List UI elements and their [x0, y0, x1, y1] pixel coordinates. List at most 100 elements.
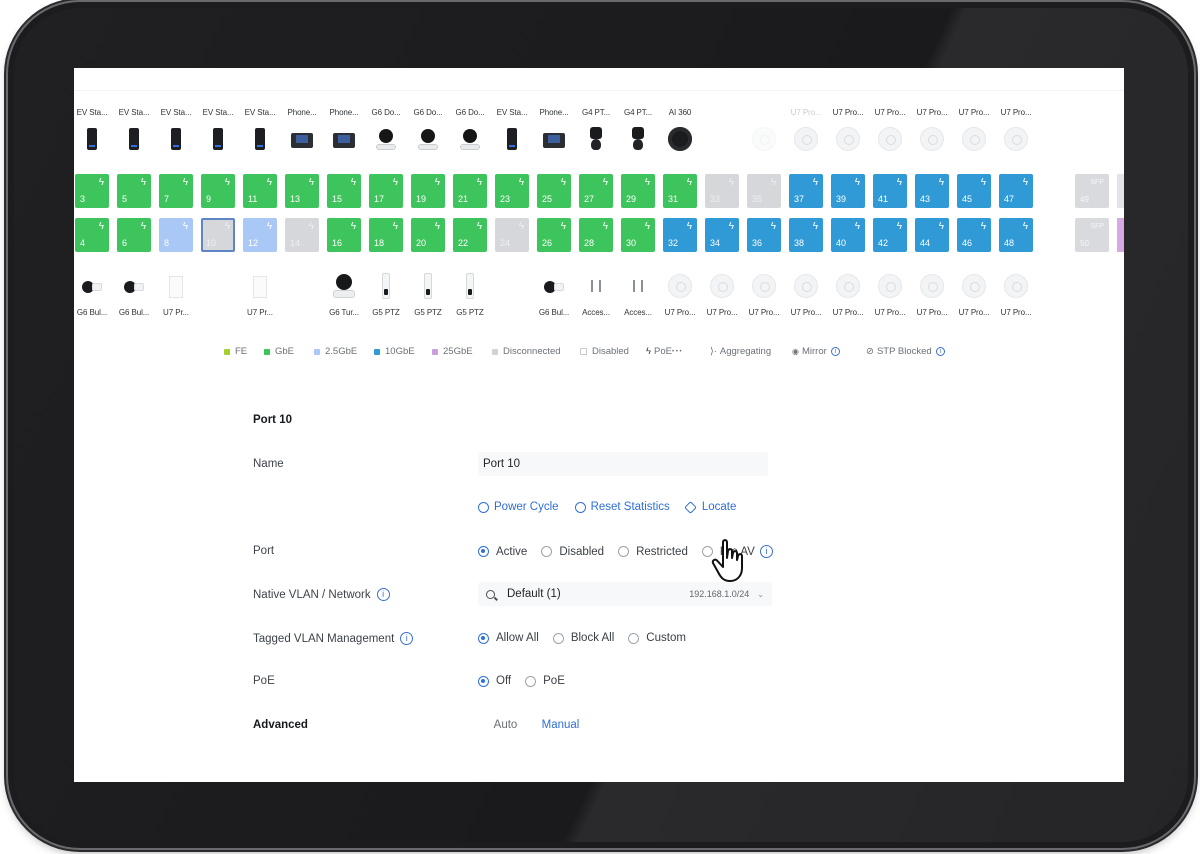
ev-station-icon[interactable] [87, 128, 97, 150]
port-30[interactable]: ϟ 30 [621, 218, 655, 252]
ptz-stick-icon[interactable] [382, 273, 390, 299]
port-21[interactable]: ϟ 21 [453, 174, 487, 208]
port-22[interactable]: ϟ 22 [453, 218, 487, 252]
port-43[interactable]: ϟ 43 [915, 174, 949, 208]
access-point-icon[interactable] [1004, 127, 1028, 151]
dome-camera-icon[interactable] [460, 128, 480, 150]
accessory-icon[interactable] [588, 280, 604, 294]
advanced-option-auto[interactable]: Auto [493, 719, 518, 731]
access-point-icon[interactable] [920, 274, 944, 298]
port-35[interactable]: ϟ 35 [747, 174, 781, 208]
dome-camera-icon[interactable] [418, 128, 438, 150]
ptz-stick-icon[interactable] [466, 273, 474, 299]
radio-block-all[interactable]: Block All [552, 632, 614, 644]
info-icon[interactable]: i [935, 347, 945, 356]
port-34[interactable]: ϟ 34 [705, 218, 739, 252]
port-25[interactable]: ϟ 25 [537, 174, 571, 208]
port-18[interactable]: ϟ 18 [369, 218, 403, 252]
access-point-icon[interactable] [836, 127, 860, 151]
access-point-icon[interactable] [794, 127, 818, 151]
ev-station-icon[interactable] [213, 128, 223, 150]
port-37[interactable]: ϟ 37 [789, 174, 823, 208]
access-point-icon[interactable] [962, 127, 986, 151]
port-48[interactable]: ϟ 48 [999, 218, 1033, 252]
port-11[interactable]: ϟ 11 [243, 174, 277, 208]
access-point-icon[interactable] [878, 127, 902, 151]
ptz-camera-icon[interactable] [589, 127, 603, 151]
info-icon[interactable]: i [759, 545, 773, 558]
port-45[interactable]: ϟ 45 [957, 174, 991, 208]
port-38[interactable]: ϟ 38 [789, 218, 823, 252]
ptz-camera-icon[interactable] [631, 127, 645, 151]
access-point-icon[interactable] [752, 127, 776, 151]
ev-station-icon[interactable] [255, 128, 265, 150]
port-12[interactable]: ϟ 12 [243, 218, 277, 252]
port-36[interactable]: ϟ 36 [747, 218, 781, 252]
radio-disabled[interactable]: Disabled [541, 545, 604, 558]
radio-allow-all[interactable]: Allow All [478, 632, 539, 644]
info-icon[interactable]: i [376, 588, 390, 601]
sfp-port-50[interactable]: SFP 50 [1075, 218, 1109, 252]
port-23[interactable]: ϟ 23 [495, 174, 529, 208]
accessory-icon[interactable] [630, 280, 646, 294]
port-19[interactable]: ϟ 19 [411, 174, 445, 208]
access-point-icon[interactable] [710, 274, 734, 298]
port-26[interactable]: ϟ 26 [537, 218, 571, 252]
reset-statistics-button[interactable]: Reset Statistics [574, 501, 670, 513]
ev-station-icon[interactable] [507, 128, 517, 150]
phone-icon[interactable] [333, 133, 355, 148]
port-27[interactable]: ϟ 27 [579, 174, 613, 208]
port-20[interactable]: ϟ 20 [411, 218, 445, 252]
dome-camera-icon[interactable] [376, 128, 396, 150]
port-28[interactable]: ϟ 28 [579, 218, 613, 252]
access-point-icon[interactable] [920, 127, 944, 151]
port-15[interactable]: ϟ 15 [327, 174, 361, 208]
access-point-icon[interactable] [794, 274, 818, 298]
box-device-icon[interactable] [169, 276, 183, 298]
port-33[interactable]: ϟ 33 [705, 174, 739, 208]
advanced-option-manual[interactable]: Manual [541, 719, 580, 731]
access-point-icon[interactable] [668, 274, 692, 298]
access-point-icon[interactable] [1004, 274, 1028, 298]
info-icon[interactable]: i [830, 347, 840, 356]
bullet-camera-icon[interactable] [80, 280, 104, 294]
ev-station-icon[interactable] [129, 128, 139, 150]
port-32[interactable]: ϟ 32 [663, 218, 697, 252]
port-31[interactable]: ϟ 31 [663, 174, 697, 208]
access-point-icon[interactable] [962, 274, 986, 298]
port-16[interactable]: ϟ 16 [327, 218, 361, 252]
ptz-stick-icon[interactable] [424, 273, 432, 299]
box-device-icon[interactable] [253, 276, 267, 298]
ai-360-camera-icon[interactable] [668, 127, 692, 151]
port-39[interactable]: ϟ 39 [831, 174, 865, 208]
port-13[interactable]: ϟ 13 [285, 174, 319, 208]
port-17[interactable]: ϟ 17 [369, 174, 403, 208]
info-icon[interactable]: i [400, 632, 414, 645]
sfp-port-49[interactable]: SFP 49 [1075, 174, 1109, 208]
radio-off[interactable]: Off [478, 675, 511, 687]
port-42[interactable]: ϟ 42 [873, 218, 907, 252]
port-29[interactable]: ϟ 29 [621, 174, 655, 208]
bullet-camera-icon[interactable] [122, 280, 146, 294]
access-point-icon[interactable] [878, 274, 902, 298]
access-point-icon[interactable] [836, 274, 860, 298]
port-10[interactable]: ϟ 10 [201, 218, 235, 252]
port-41[interactable]: ϟ 41 [873, 174, 907, 208]
power-cycle-button[interactable]: Power Cycle [478, 501, 559, 513]
name-input[interactable]: Port 10 [478, 452, 768, 476]
port-14[interactable]: ϟ 14 [285, 218, 319, 252]
port-24[interactable]: ϟ 24 [495, 218, 529, 252]
ev-station-icon[interactable] [171, 128, 181, 150]
port-44[interactable]: ϟ 44 [915, 218, 949, 252]
radio-restricted[interactable]: Restricted [618, 545, 688, 558]
locate-button[interactable]: Locate [683, 500, 736, 514]
radio-poe[interactable]: PoE [525, 675, 565, 687]
native-vlan-select[interactable]: Default (1) 192.168.1.0/24 ⌄ [478, 582, 772, 606]
phone-icon[interactable] [291, 133, 313, 148]
